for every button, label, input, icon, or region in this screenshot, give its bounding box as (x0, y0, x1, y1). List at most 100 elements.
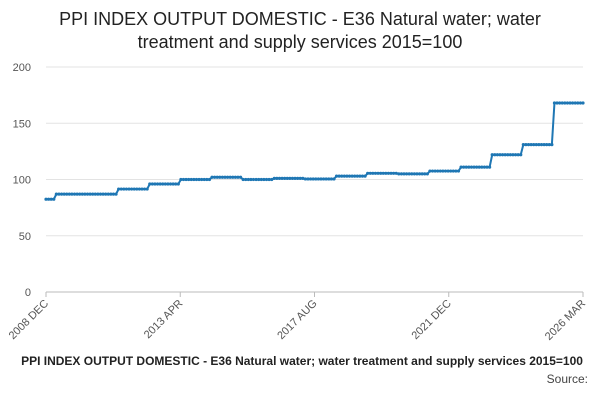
data-point[interactable] (511, 153, 515, 157)
data-point[interactable] (472, 165, 476, 169)
data-point[interactable] (342, 174, 346, 178)
data-point[interactable] (394, 171, 398, 175)
data-point[interactable] (270, 177, 274, 182)
data-point[interactable] (407, 172, 411, 176)
data-point[interactable] (111, 192, 116, 196)
data-point[interactable] (345, 174, 349, 178)
data-point[interactable] (179, 177, 183, 182)
data-point[interactable] (568, 101, 572, 105)
data-point[interactable] (560, 101, 564, 105)
data-point[interactable] (428, 169, 432, 173)
data-point[interactable] (62, 192, 66, 196)
data-point[interactable] (500, 153, 505, 157)
data-point[interactable] (267, 177, 271, 182)
data-point[interactable] (244, 177, 248, 182)
data-point[interactable] (456, 169, 461, 173)
data-point[interactable] (524, 143, 528, 147)
data-point[interactable] (194, 177, 199, 182)
data-point[interactable] (72, 192, 77, 196)
data-point[interactable] (275, 176, 279, 180)
data-point[interactable] (241, 177, 245, 182)
data-point[interactable] (213, 175, 217, 179)
data-point[interactable] (283, 176, 287, 180)
data-point[interactable] (433, 169, 437, 173)
data-point[interactable] (288, 176, 292, 180)
data-point[interactable] (254, 177, 258, 182)
data-point[interactable] (104, 192, 108, 196)
data-point[interactable] (516, 153, 520, 157)
data-point[interactable] (467, 165, 471, 169)
data-point[interactable] (402, 172, 406, 176)
data-point[interactable] (555, 101, 559, 105)
data-point[interactable] (65, 192, 69, 196)
data-point[interactable] (150, 182, 154, 186)
data-point[interactable] (371, 171, 375, 175)
data-point[interactable] (54, 192, 58, 196)
data-point[interactable] (67, 192, 71, 196)
data-point[interactable] (368, 171, 372, 175)
data-point[interactable] (135, 187, 139, 191)
data-point[interactable] (506, 153, 510, 157)
data-point[interactable] (392, 171, 396, 175)
data-point[interactable] (225, 175, 230, 179)
data-point[interactable] (454, 169, 458, 173)
data-point[interactable] (233, 175, 237, 179)
data-point[interactable] (210, 175, 214, 179)
data-point[interactable] (251, 177, 256, 182)
data-point[interactable] (547, 143, 551, 147)
data-point[interactable] (249, 177, 253, 182)
data-point[interactable] (441, 169, 445, 173)
data-point[interactable] (389, 171, 393, 175)
data-point[interactable] (306, 177, 310, 181)
data-point[interactable] (101, 192, 105, 196)
data-point[interactable] (443, 169, 448, 173)
data-point[interactable] (166, 182, 170, 186)
data-point[interactable] (163, 182, 167, 186)
data-point[interactable] (451, 169, 455, 173)
data-point[interactable] (174, 182, 178, 186)
data-point[interactable] (436, 169, 440, 173)
data-point[interactable] (285, 176, 289, 180)
data-point[interactable] (513, 153, 518, 157)
data-point[interactable] (571, 101, 575, 105)
data-point[interactable] (293, 176, 297, 180)
data-point[interactable] (168, 182, 173, 186)
data-point[interactable] (109, 192, 113, 196)
data-point[interactable] (412, 172, 416, 176)
data-point[interactable] (137, 187, 141, 191)
data-point[interactable] (119, 187, 123, 191)
data-point[interactable] (132, 187, 136, 191)
data-point[interactable] (397, 172, 401, 176)
data-point[interactable] (290, 176, 295, 180)
data-point[interactable] (430, 169, 435, 173)
data-point[interactable] (332, 177, 336, 181)
data-point[interactable] (98, 192, 103, 196)
data-point[interactable] (316, 177, 320, 181)
data-point[interactable] (576, 101, 580, 105)
data-point[interactable] (207, 177, 212, 182)
data-point[interactable] (319, 177, 323, 181)
data-point[interactable] (539, 143, 544, 147)
legend-text[interactable]: PPI INDEX OUTPUT DOMESTIC - E36 Natural … (21, 354, 583, 368)
data-point[interactable] (347, 174, 352, 178)
data-point[interactable] (91, 192, 95, 196)
data-point[interactable] (376, 171, 380, 175)
data-point[interactable] (298, 176, 302, 180)
data-point[interactable] (228, 175, 232, 179)
data-point[interactable] (184, 177, 188, 182)
data-point[interactable] (360, 174, 365, 178)
data-point[interactable] (558, 101, 562, 105)
data-point[interactable] (425, 172, 429, 176)
data-point[interactable] (578, 101, 583, 105)
data-point[interactable] (93, 192, 97, 196)
data-point[interactable] (498, 153, 502, 157)
data-point[interactable] (545, 143, 549, 147)
data-point[interactable] (503, 153, 507, 157)
data-point[interactable] (355, 174, 359, 178)
data-point[interactable] (114, 192, 118, 196)
data-point[interactable] (386, 171, 391, 175)
data-point[interactable] (449, 169, 453, 173)
data-point[interactable] (296, 176, 300, 180)
data-point[interactable] (145, 187, 149, 191)
data-point[interactable] (78, 192, 82, 196)
